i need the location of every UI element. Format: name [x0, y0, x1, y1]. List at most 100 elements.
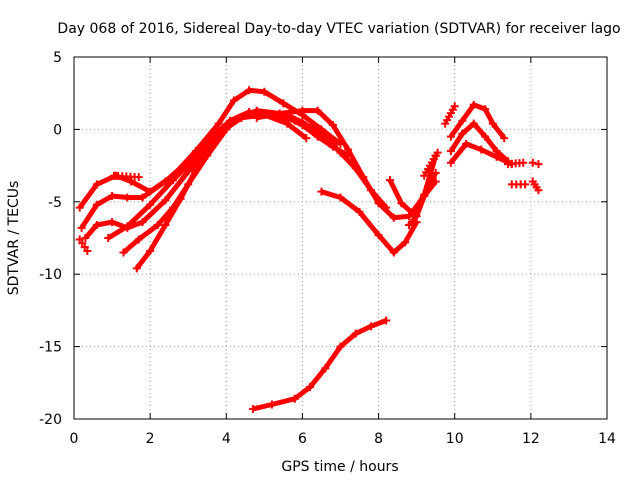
marker-segment	[441, 102, 459, 128]
data-point	[302, 134, 311, 143]
data-point	[366, 186, 375, 195]
data-point	[469, 119, 478, 128]
data-point	[492, 152, 501, 161]
data-point	[119, 248, 128, 257]
data-point	[306, 383, 315, 392]
data-point	[146, 247, 155, 256]
data-point	[317, 187, 326, 196]
data-point	[488, 119, 497, 128]
series-line	[448, 102, 507, 140]
data-point	[313, 128, 322, 137]
marker-segment	[75, 235, 92, 256]
data-point	[382, 203, 391, 212]
data-point	[92, 180, 101, 189]
data-point	[248, 404, 257, 413]
data-point	[298, 106, 307, 115]
data-point	[521, 180, 530, 189]
series-line	[106, 112, 308, 241]
data-point	[313, 106, 322, 115]
data-point	[138, 218, 147, 227]
data-point	[229, 96, 238, 105]
data-point	[385, 176, 394, 185]
data-point	[382, 316, 391, 325]
data-point	[184, 167, 193, 176]
data-point	[462, 139, 471, 148]
x-tick-label: 4	[222, 431, 231, 447]
data-point	[267, 400, 276, 409]
data-point	[283, 119, 292, 128]
data-point	[290, 394, 299, 403]
series-arc-11	[405, 168, 440, 229]
data-point	[420, 192, 429, 201]
data-point	[401, 238, 410, 247]
x-tick-label: 10	[446, 431, 464, 447]
data-point	[81, 234, 90, 242]
data-point	[298, 118, 307, 127]
data-point	[252, 106, 261, 115]
data-point	[344, 145, 353, 154]
data-point	[229, 116, 238, 125]
series-line	[448, 121, 510, 164]
series-arc-9	[317, 187, 421, 257]
data-point	[389, 213, 398, 222]
x-tick-label: 2	[146, 431, 155, 447]
data-point	[252, 113, 261, 122]
data-point	[431, 168, 440, 177]
data-point	[134, 235, 143, 244]
data-point	[374, 231, 383, 240]
y-axis-label: SDTVAR / TECUs	[6, 181, 22, 296]
marker-segment	[504, 158, 528, 169]
y-tick-label: -15	[39, 340, 62, 356]
x-tick-label: 12	[522, 431, 540, 447]
plot-frame	[73, 56, 608, 420]
data-point	[153, 220, 162, 229]
data-point	[92, 220, 101, 229]
data-point	[328, 121, 337, 130]
data-point	[245, 86, 254, 95]
data-point	[191, 152, 200, 161]
y-tick-label: -20	[39, 412, 62, 428]
marker-segment	[109, 171, 143, 182]
data-point	[283, 110, 292, 119]
series-arc-8	[283, 110, 391, 212]
data-point	[191, 165, 200, 174]
data-point	[92, 200, 101, 209]
data-point	[237, 113, 246, 122]
data-point	[446, 147, 455, 156]
data-point	[321, 364, 330, 373]
data-point	[366, 322, 375, 331]
series-arc-6	[132, 116, 238, 273]
data-point	[433, 148, 442, 157]
data-point	[412, 212, 421, 221]
data-point	[123, 193, 132, 202]
grid	[74, 57, 607, 419]
x-tick-label: 0	[70, 431, 79, 447]
data-point	[336, 193, 345, 202]
data-point	[161, 177, 170, 186]
data-point	[397, 199, 406, 208]
marker-segment	[507, 180, 530, 189]
data-point	[534, 160, 543, 169]
data-point	[260, 87, 269, 96]
axis-ticks: 0 2 4 6 8 10 12 14 -20 -15 -10 -5 0 5	[39, 50, 616, 447]
marker-segment	[420, 148, 442, 180]
data-point	[108, 218, 117, 227]
data-point	[389, 248, 398, 257]
data-point	[161, 220, 170, 229]
data-point	[123, 222, 132, 231]
data-point	[75, 203, 84, 212]
data-point	[275, 109, 284, 118]
data-point	[534, 186, 543, 195]
data-point	[458, 129, 467, 138]
data-point	[351, 164, 360, 173]
data-point	[481, 105, 490, 114]
data-point	[446, 132, 455, 141]
marker-segment	[528, 158, 543, 169]
y-tick-label: -10	[39, 267, 62, 283]
data-point	[351, 329, 360, 338]
data-point	[83, 247, 92, 256]
data-point	[458, 116, 467, 125]
y-tick-label: 0	[53, 122, 62, 138]
data-point	[210, 136, 219, 145]
